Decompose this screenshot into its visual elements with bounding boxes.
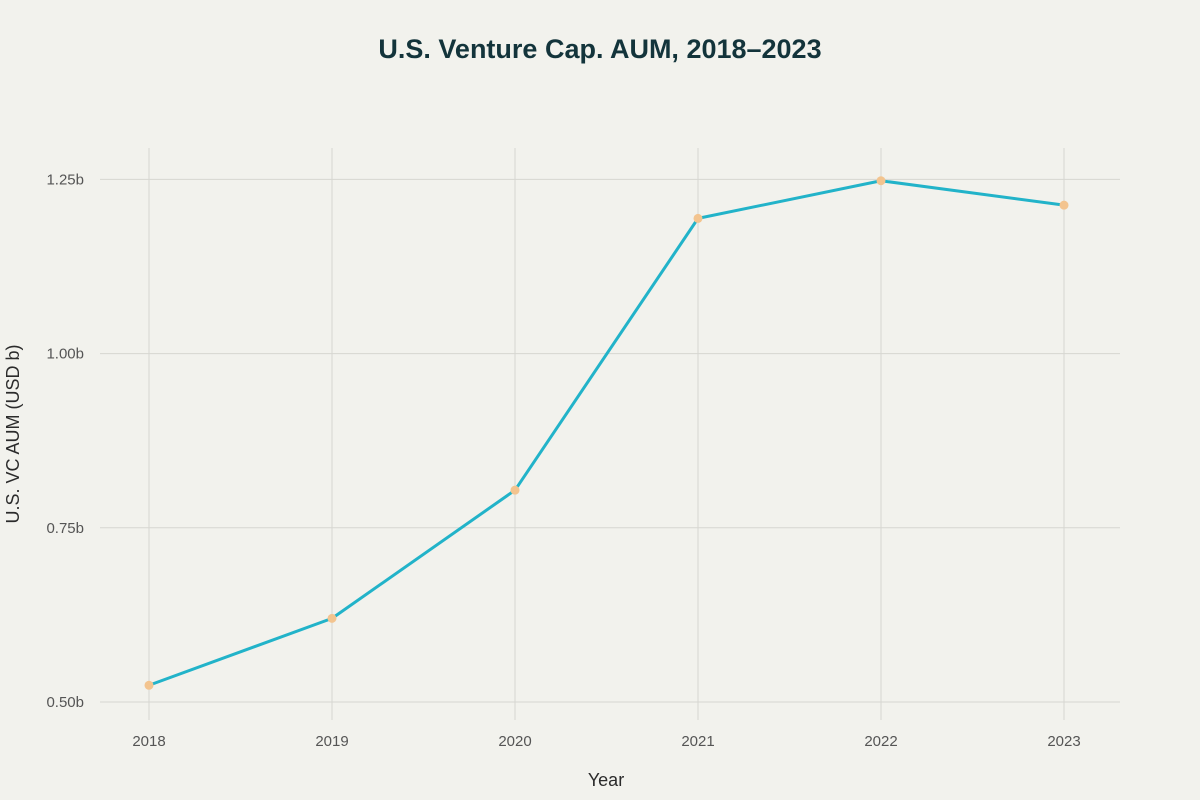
data-point-2022[interactable]	[876, 176, 886, 186]
x-tick-label: 2022	[864, 733, 897, 750]
x-axis-title: Year	[588, 770, 624, 790]
x-tick-label: 2019	[315, 733, 348, 750]
y-axis-title: U.S. VC AUM (USD b)	[3, 344, 23, 523]
data-point-2021[interactable]	[693, 213, 703, 223]
data-series	[144, 176, 1069, 690]
tick-labels: 2018 2019 2020 2021 2022 2023 0.50b 0.75b 1.00b 1…	[46, 171, 1080, 750]
y-tick-label: 1.25b	[46, 171, 84, 188]
x-tick-label: 2020	[498, 733, 531, 750]
y-tick-label: 0.50b	[46, 694, 84, 711]
y-tick-label: 1.00b	[46, 346, 84, 363]
x-tick-label: 2023	[1047, 733, 1080, 750]
y-tick-label: 0.75b	[46, 520, 84, 537]
chart-title: U.S. Venture Cap. AUM, 2018–2023	[378, 34, 821, 64]
data-point-2023[interactable]	[1059, 200, 1069, 210]
data-point-2020[interactable]	[510, 485, 520, 495]
x-tick-label: 2021	[681, 733, 714, 750]
x-tick-label: 2018	[132, 733, 165, 750]
gridlines	[100, 148, 1120, 720]
data-point-2018[interactable]	[144, 680, 154, 690]
data-point-2019[interactable]	[327, 613, 337, 623]
series-line	[147, 179, 1066, 687]
